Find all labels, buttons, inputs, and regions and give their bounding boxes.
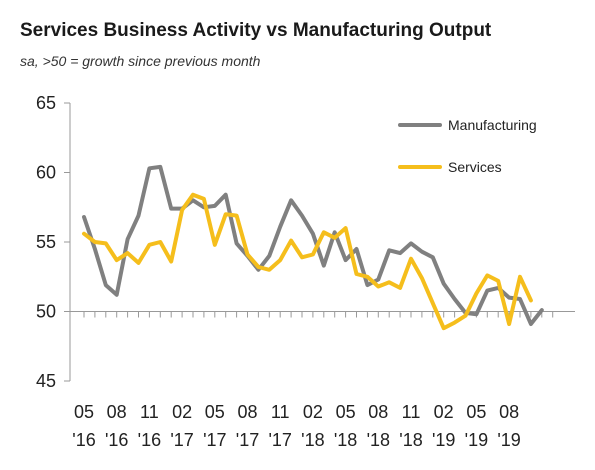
chart-legend: Manufacturing Services bbox=[398, 117, 537, 175]
x-tick-label-year: '19 bbox=[497, 430, 520, 450]
x-tick-label-year: '18 bbox=[367, 430, 390, 450]
y-tick-label: 60 bbox=[36, 163, 56, 183]
chart-subtitle: sa, >50 = growth since previous month bbox=[20, 53, 261, 69]
x-tick-label-year: '19 bbox=[465, 430, 488, 450]
x-tick-label-year: '17 bbox=[170, 430, 193, 450]
x-tick-label-month: 11 bbox=[271, 402, 290, 422]
y-tick-label: 65 bbox=[36, 93, 56, 113]
x-tick-label-month: 05 bbox=[466, 402, 486, 422]
chart-title: Services Business Activity vs Manufactur… bbox=[20, 20, 492, 41]
x-tick-label-month: 08 bbox=[237, 402, 257, 422]
x-tick-label-month: 05 bbox=[336, 402, 356, 422]
y-tick-label: 50 bbox=[36, 302, 56, 322]
series-line-services bbox=[82, 192, 533, 331]
x-tick-label-year: '18 bbox=[301, 430, 324, 450]
x-tick-label-year: '18 bbox=[399, 430, 422, 450]
x-tick-label-month: 08 bbox=[107, 402, 127, 422]
x-tick-label-year: '17 bbox=[203, 430, 226, 450]
x-tick-label-year: '17 bbox=[268, 430, 291, 450]
legend-label-services: Services bbox=[448, 159, 502, 175]
x-tick-label-month: 05 bbox=[74, 402, 94, 422]
x-tick-label-month: 05 bbox=[205, 402, 225, 422]
chart-axes: 45 50 55 60 65 05 '16 08 '16 11 '16 02 '17 05 '17 08 '17… bbox=[36, 93, 575, 450]
chart-lines bbox=[82, 164, 544, 331]
x-tick-label-year: '16 bbox=[72, 430, 95, 450]
x-tick-label-month: 11 bbox=[140, 402, 159, 422]
y-tick-label: 45 bbox=[36, 371, 56, 391]
x-tick-label-year: '16 bbox=[138, 430, 161, 450]
x-tick-label-month: 02 bbox=[434, 402, 454, 422]
x-tick-label-month: 08 bbox=[499, 402, 519, 422]
x-tick-label-month: 02 bbox=[303, 402, 323, 422]
y-tick-label: 55 bbox=[36, 232, 56, 252]
x-tick-label-month: 08 bbox=[368, 402, 388, 422]
x-tick-label-year: '19 bbox=[432, 430, 455, 450]
x-tick-label-month: 02 bbox=[172, 402, 192, 422]
x-tick-label-year: '17 bbox=[236, 430, 259, 450]
legend-label-manufacturing: Manufacturing bbox=[448, 117, 537, 133]
x-tick-label-year: '16 bbox=[105, 430, 128, 450]
x-tick-label-year: '18 bbox=[334, 430, 357, 450]
x-tick-label-month: 11 bbox=[402, 402, 421, 422]
